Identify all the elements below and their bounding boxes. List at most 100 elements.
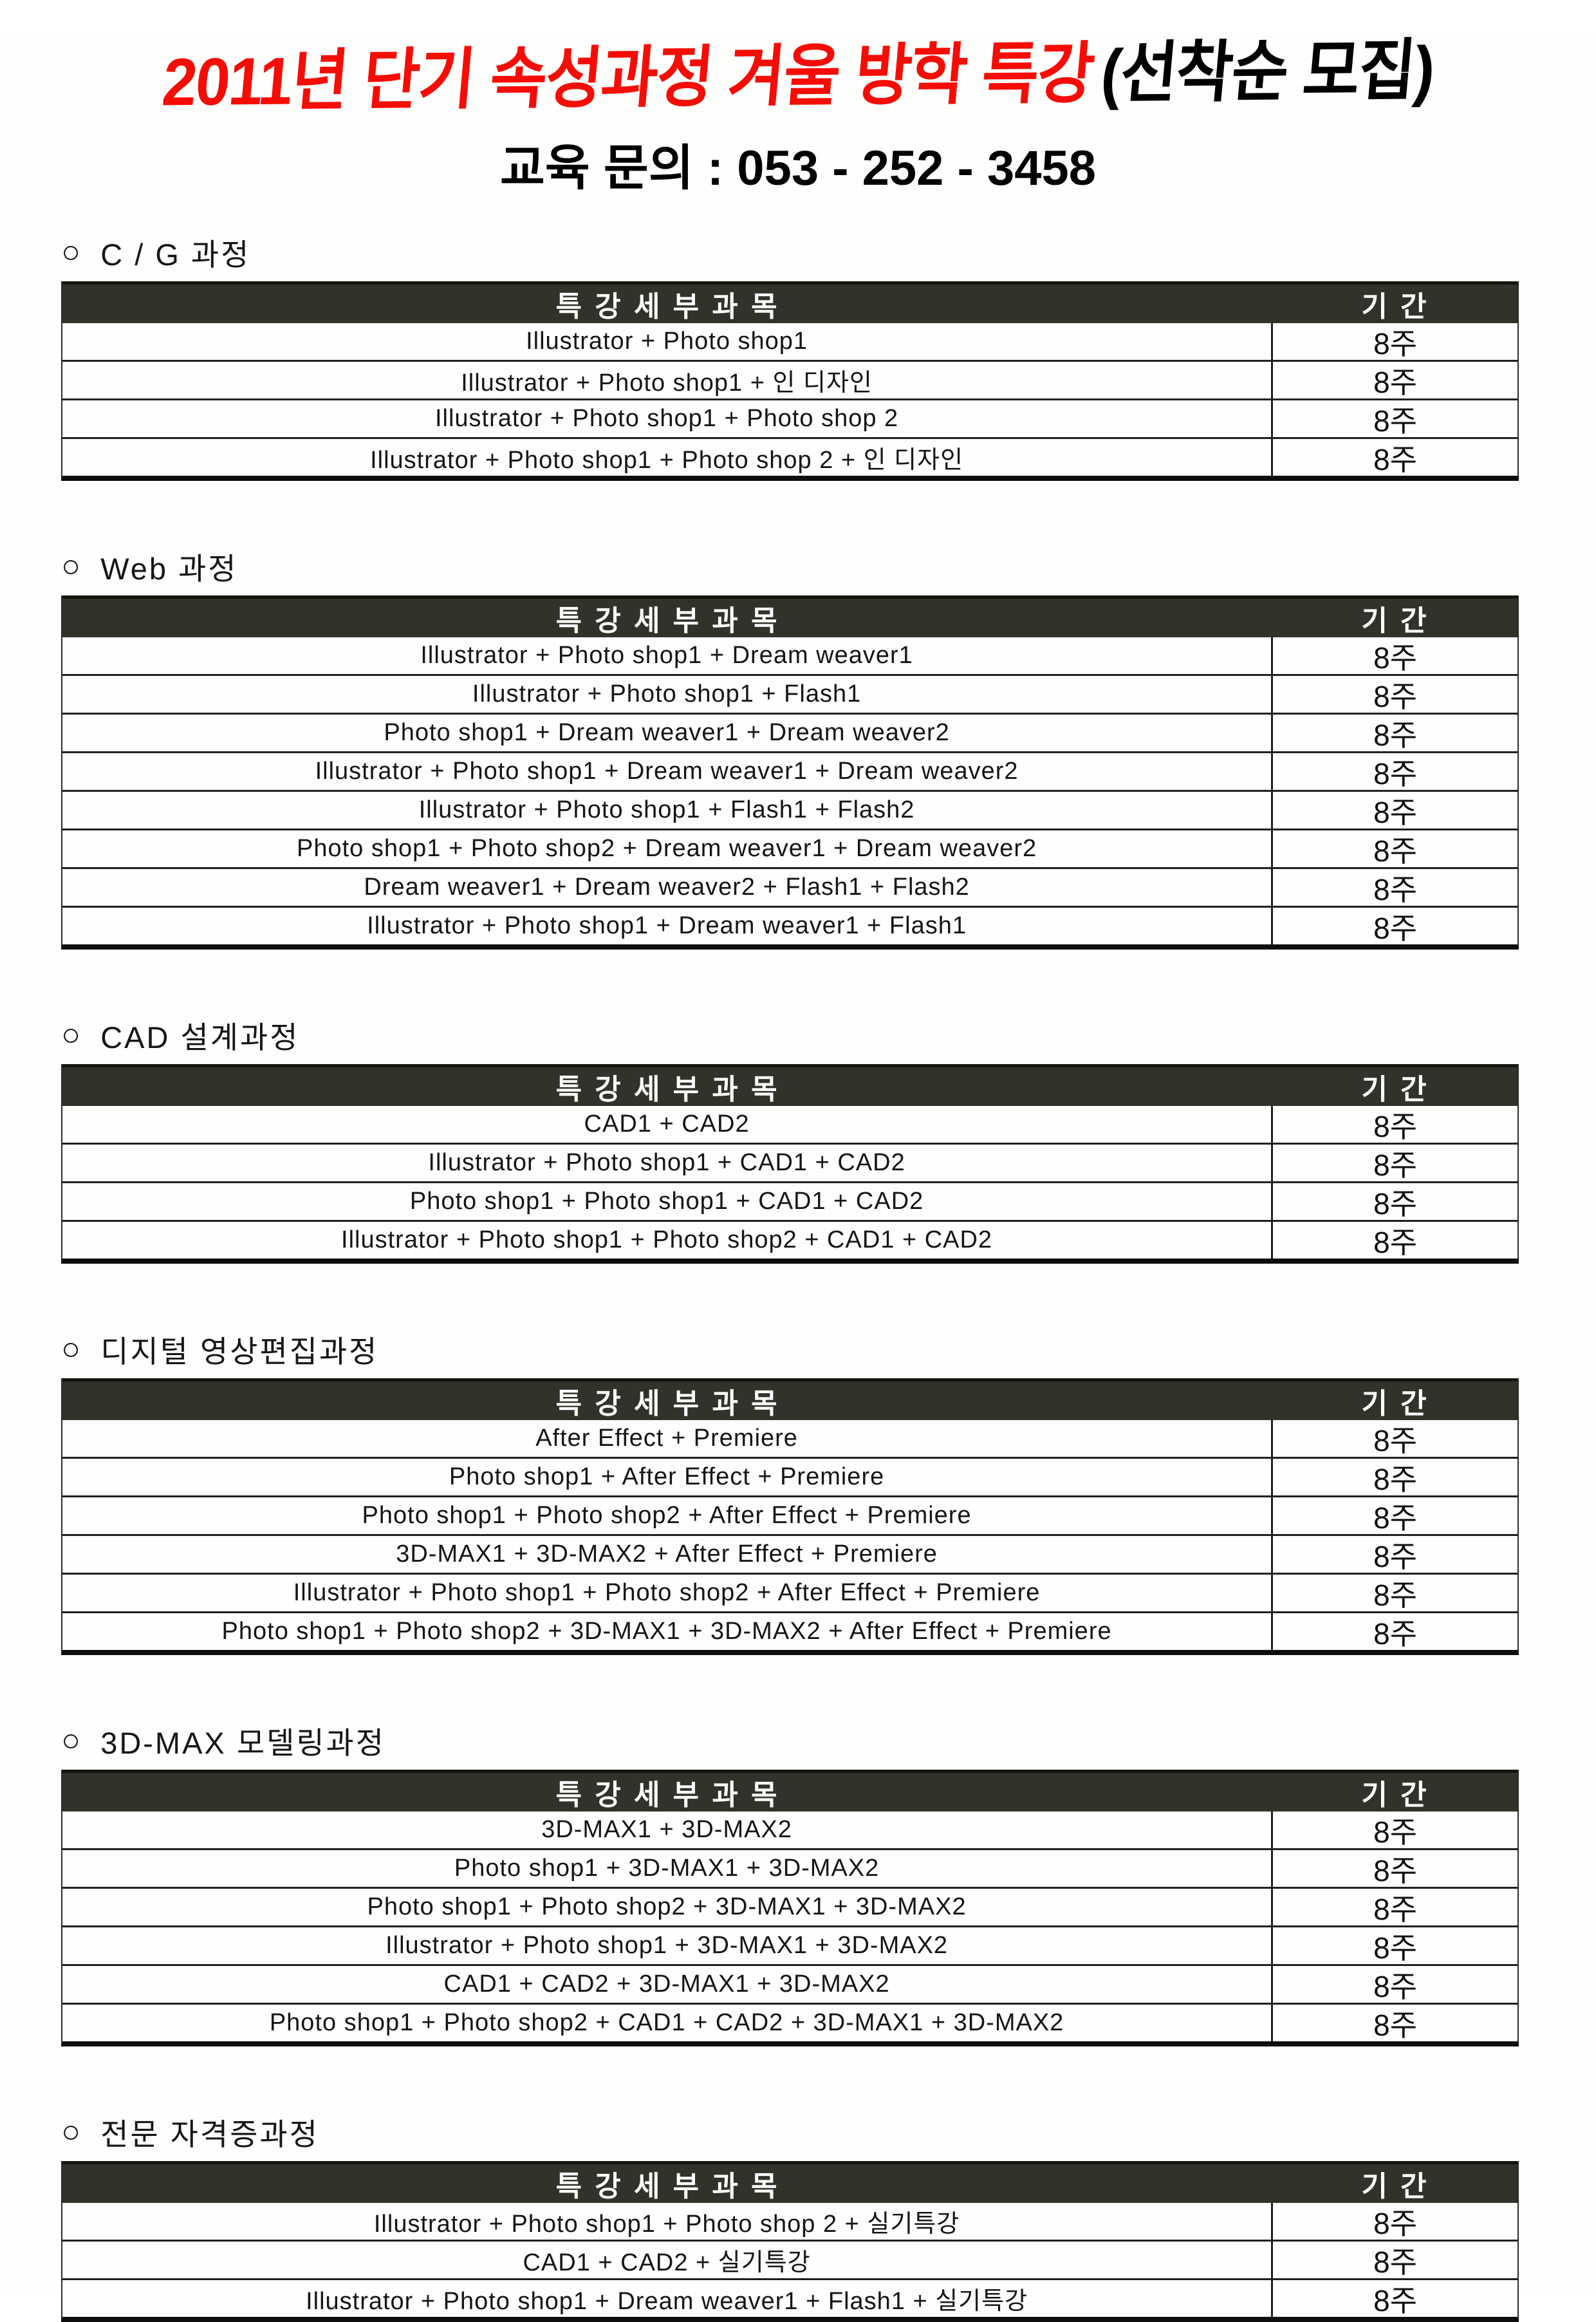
table-row: Illustrator + Photo shop1 + Dream weaver… bbox=[62, 906, 1517, 945]
table-header-row: 특 강 세 부 과 목 기 간 bbox=[62, 1770, 1517, 1812]
course-period: 8주 bbox=[1373, 2283, 1418, 2317]
section-web: ○ Web 과정 특 강 세 부 과 목 기 간 Illustrator + P… bbox=[61, 548, 1519, 950]
section-heading-web: ○ Web 과정 bbox=[61, 548, 1519, 586]
course-combination: Photo shop1 + Photo shop2 + CAD1 + CAD2 … bbox=[62, 2005, 1274, 2042]
course-table-certification: 특 강 세 부 과 목 기 간 Illustrator + Photo shop… bbox=[61, 2161, 1519, 2322]
course-combination: After Effect + Premiere bbox=[62, 1420, 1274, 1457]
course-combination: Photo shop1 + Photo shop2 + After Effect… bbox=[62, 1497, 1274, 1535]
section-video-editing: ○ 디지털 영상편집과정 특 강 세 부 과 목 기 간 After Effec… bbox=[61, 1331, 1519, 1656]
table-row: Illustrator + Photo shop1 + CAD1 + CAD2 … bbox=[62, 1143, 1517, 1182]
course-combination: CAD1 + CAD2 + 3D-MAX1 + 3D-MAX2 bbox=[62, 1966, 1274, 2003]
circle-bullet-icon: ○ bbox=[61, 2113, 83, 2150]
course-period: 8주 bbox=[1373, 872, 1418, 906]
section-heading-certification: ○ 전문 자격증과정 bbox=[61, 2113, 1519, 2151]
course-period: 8주 bbox=[1373, 834, 1418, 868]
section-cad: ○ CAD 설계과정 특 강 세 부 과 목 기 간 CAD1 + CAD2 8… bbox=[61, 1016, 1519, 1264]
table-row: CAD1 + CAD2 + 3D-MAX1 + 3D-MAX2 8주 bbox=[62, 1964, 1517, 2003]
section-heading-label: CAD 설계과정 bbox=[100, 1020, 300, 1054]
course-period: 8주 bbox=[1373, 718, 1418, 752]
course-combination: Illustrator + Photo shop1 + Dream weaver… bbox=[62, 2280, 1274, 2317]
course-table-cad: 특 강 세 부 과 목 기 간 CAD1 + CAD2 8주 Illustrat… bbox=[61, 1064, 1519, 1264]
table-row: Photo shop1 + Photo shop2 + After Effect… bbox=[62, 1495, 1517, 1535]
table-row: Illustrator + Photo shop1 + Photo shop2 … bbox=[62, 1220, 1517, 1259]
table-row: CAD1 + CAD2 8주 bbox=[62, 1106, 1517, 1143]
section-heading-label: 3D-MAX 모델링과정 bbox=[100, 1725, 386, 1760]
table-row: CAD1 + CAD2 + 실기특강 8주 bbox=[62, 2240, 1517, 2279]
course-period: 8주 bbox=[1373, 1148, 1418, 1182]
circle-bullet-icon: ○ bbox=[61, 1016, 83, 1053]
course-combination: Illustrator + Photo shop1 + Flash1 bbox=[62, 676, 1274, 713]
contact-phone-line: 교육 문의 : 053 - 252 - 3458 bbox=[499, 141, 1097, 196]
course-period: 8주 bbox=[1373, 1578, 1418, 1612]
table-row: Photo shop1 + Dream weaver1 + Dream weav… bbox=[62, 713, 1517, 752]
header-subject-cell: 특 강 세 부 과 목 bbox=[555, 1779, 780, 1812]
course-period: 8주 bbox=[1373, 679, 1418, 713]
course-period: 8주 bbox=[1373, 1462, 1418, 1496]
course-combination: Illustrator + Photo shop1 bbox=[62, 323, 1274, 360]
header-subject-cell: 특 강 세 부 과 목 bbox=[555, 2171, 780, 2203]
course-combination: Dream weaver1 + Dream weaver2 + Flash1 +… bbox=[62, 869, 1274, 906]
table-row: Photo shop1 + Photo shop2 + Dream weaver… bbox=[62, 829, 1517, 868]
table-header-row: 특 강 세 부 과 목 기 간 bbox=[62, 595, 1517, 638]
course-period: 8주 bbox=[1373, 1109, 1418, 1143]
table-row: Illustrator + Photo shop1 + Photo shop 2… bbox=[62, 2203, 1517, 2240]
table-row: Illustrator + Photo shop1 + Photo shop 2… bbox=[62, 398, 1517, 438]
section-heading-video-editing: ○ 디지털 영상편집과정 bbox=[61, 1331, 1519, 1369]
header-subject-cell: 특 강 세 부 과 목 bbox=[555, 1074, 780, 1106]
course-period: 8주 bbox=[1373, 1186, 1418, 1221]
section-heading-label: C / G 과정 bbox=[100, 237, 251, 272]
course-period: 8주 bbox=[1373, 1815, 1418, 1849]
page-title-inner: 2011년 단기 속성과정 겨울 방학 특강(선착순 모집) bbox=[159, 28, 1438, 127]
course-combination: Illustrator + Photo shop1 + Photo shop2 … bbox=[62, 1575, 1274, 1612]
table-row: Photo shop1 + Photo shop2 + CAD1 + CAD2 … bbox=[62, 2003, 1517, 2042]
table-row: Photo shop1 + 3D-MAX1 + 3D-MAX2 8주 bbox=[62, 1848, 1517, 1887]
circle-bullet-icon: ○ bbox=[61, 1331, 83, 1367]
section-heading-cg: ○ C / G 과정 bbox=[61, 234, 1519, 272]
course-combination: Photo shop1 + Dream weaver1 + Dream weav… bbox=[62, 715, 1274, 752]
section-heading-label: 디지털 영상편집과정 bbox=[100, 1334, 379, 1369]
section-heading-label: Web 과정 bbox=[100, 551, 238, 586]
course-combination: CAD1 + CAD2 bbox=[62, 1106, 1274, 1143]
course-combination: Illustrator + Photo shop1 + 3D-MAX1 + 3D… bbox=[62, 1927, 1274, 1965]
section-heading-3dmax: ○ 3D-MAX 모델링과정 bbox=[61, 1722, 1519, 1760]
course-combination: Illustrator + Photo shop1 + Dream weaver… bbox=[62, 908, 1274, 945]
course-combination: Photo shop1 + Photo shop2 + Dream weaver… bbox=[62, 830, 1274, 868]
course-combination: Illustrator + Photo shop1 + Photo shop2 … bbox=[62, 1222, 1274, 1259]
header-subject-cell: 특 강 세 부 과 목 bbox=[555, 291, 780, 323]
section-cg: ○ C / G 과정 특 강 세 부 과 목 기 간 Illustrator +… bbox=[61, 234, 1519, 482]
course-table-cg: 특 강 세 부 과 목 기 간 Illustrator + Photo shop… bbox=[61, 281, 1519, 482]
section-certification: ○ 전문 자격증과정 특 강 세 부 과 목 기 간 Illustrator +… bbox=[61, 2113, 1519, 2322]
course-period: 8주 bbox=[1373, 1892, 1418, 1926]
table-row: Illustrator + Photo shop1 + 3D-MAX1 + 3D… bbox=[62, 1925, 1517, 1965]
course-table-web: 특 강 세 부 과 목 기 간 Illustrator + Photo shop… bbox=[61, 595, 1519, 950]
course-period: 8주 bbox=[1373, 2008, 1418, 2042]
table-row: Photo shop1 + Photo shop2 + 3D-MAX1 + 3D… bbox=[62, 1611, 1517, 1651]
course-period: 8주 bbox=[1373, 2245, 1418, 2279]
header-period-cell: 기 간 bbox=[1361, 2171, 1429, 2203]
course-period: 8주 bbox=[1373, 1853, 1418, 1887]
scanned-flyer-page: 2011년 단기 속성과정 겨울 방학 특강(선착순 모집) 교육 문의 : 0… bbox=[0, 33, 1596, 2322]
course-period: 8주 bbox=[1373, 404, 1418, 438]
header-period-cell: 기 간 bbox=[1361, 1388, 1429, 1420]
header-period-cell: 기 간 bbox=[1361, 291, 1429, 323]
course-table-video-editing: 특 강 세 부 과 목 기 간 After Effect + Premiere … bbox=[61, 1378, 1519, 1656]
course-combination: Photo shop1 + Photo shop2 + 3D-MAX1 + 3D… bbox=[62, 1889, 1274, 1926]
circle-bullet-icon: ○ bbox=[61, 1722, 83, 1759]
table-row: Illustrator + Photo shop1 + Photo shop2 … bbox=[62, 1573, 1517, 1612]
course-period: 8주 bbox=[1373, 795, 1418, 829]
table-row: Photo shop1 + After Effect + Premiere 8주 bbox=[62, 1457, 1517, 1496]
course-combination: Illustrator + Photo shop1 + Photo shop 2… bbox=[62, 2203, 1274, 2240]
circle-bullet-icon: ○ bbox=[61, 234, 83, 270]
table-row: 3D-MAX1 + 3D-MAX2 8주 bbox=[62, 1812, 1517, 1849]
title-red-text: 2011년 단기 속성과정 겨울 방학 특강 bbox=[159, 36, 1097, 120]
table-row: After Effect + Premiere 8주 bbox=[62, 1420, 1517, 1457]
table-row: Illustrator + Photo shop1 + Dream weaver… bbox=[62, 751, 1517, 791]
course-period: 8주 bbox=[1373, 1423, 1418, 1457]
course-period: 8주 bbox=[1373, 1969, 1418, 2003]
table-row: 3D-MAX1 + 3D-MAX2 + After Effect + Premi… bbox=[62, 1534, 1517, 1573]
course-period: 8주 bbox=[1373, 442, 1418, 476]
table-row: Illustrator + Photo shop1 + Photo shop 2… bbox=[62, 437, 1517, 476]
header-subject-cell: 특 강 세 부 과 목 bbox=[555, 605, 780, 637]
table-header-row: 특 강 세 부 과 목 기 간 bbox=[62, 2161, 1517, 2204]
table-header-row: 특 강 세 부 과 목 기 간 bbox=[62, 281, 1517, 324]
